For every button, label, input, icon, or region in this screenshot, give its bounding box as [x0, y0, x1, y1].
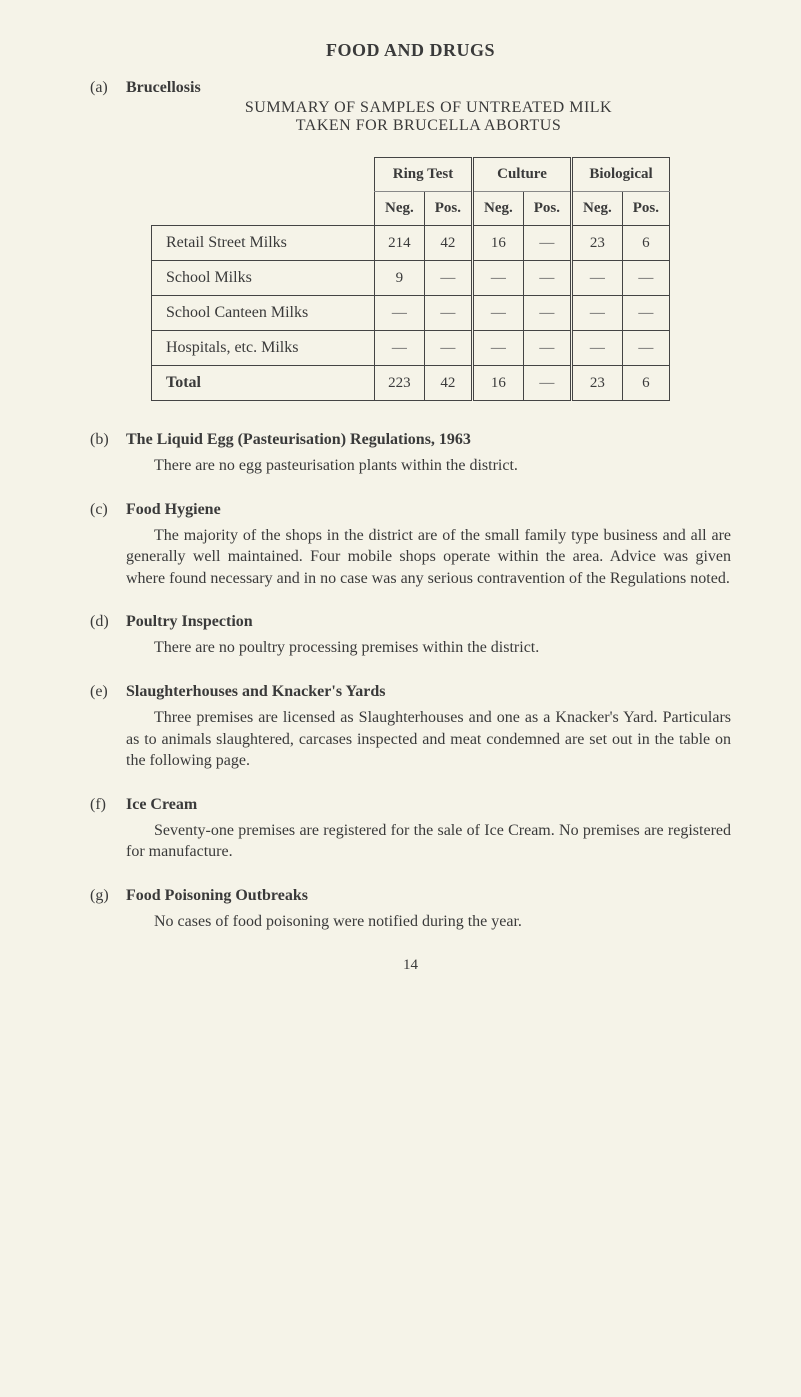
cell: — — [572, 296, 623, 331]
total-label: Total — [152, 366, 375, 401]
section-e-label: (e) — [90, 683, 126, 701]
section-f-label: (f) — [90, 796, 126, 814]
cell: — — [375, 296, 425, 331]
cell: — — [473, 331, 524, 366]
section-d-body: There are no poultry processing premises… — [126, 637, 731, 659]
cell: — — [523, 261, 571, 296]
total-cell: 42 — [424, 366, 472, 401]
cell: — — [523, 296, 571, 331]
cell: — — [622, 261, 669, 296]
section-b-label: (b) — [90, 431, 126, 449]
col-group-ring: Ring Test — [375, 158, 473, 192]
section-g-title: Food Poisoning Outbreaks — [126, 887, 308, 905]
sub-col-5: Pos. — [622, 192, 669, 226]
cell: 9 — [375, 261, 425, 296]
section-g-body: No cases of food poisoning were notified… — [126, 911, 731, 933]
header-blank2 — [152, 192, 375, 226]
table-row: Hospitals, etc. Milks — — — — — — — [152, 331, 670, 366]
header-blank — [152, 158, 375, 192]
cell: 16 — [473, 226, 524, 261]
summary-title-line1: SUMMARY OF SAMPLES OF UNTREATED MILK — [126, 99, 731, 117]
cell: — — [424, 296, 472, 331]
col-group-culture: Culture — [473, 158, 572, 192]
summary-title-line2: TAKEN FOR BRUCELLA ABORTUS — [126, 117, 731, 135]
col-group-bio: Biological — [572, 158, 670, 192]
cell: 42 — [424, 226, 472, 261]
cell: — — [622, 296, 669, 331]
section-e-head: (e) Slaughterhouses and Knacker's Yards — [90, 683, 731, 701]
section-b-head: (b) The Liquid Egg (Pasteurisation) Regu… — [90, 431, 731, 449]
cell: 6 — [622, 226, 669, 261]
total-cell: 23 — [572, 366, 623, 401]
cell: — — [424, 331, 472, 366]
row-label: Hospitals, etc. Milks — [152, 331, 375, 366]
cell: — — [424, 261, 472, 296]
table-row: School Milks 9 — — — — — — [152, 261, 670, 296]
sub-col-3: Pos. — [523, 192, 571, 226]
page-title: FOOD AND DRUGS — [90, 40, 731, 61]
cell: — — [523, 331, 571, 366]
row-label: Retail Street Milks — [152, 226, 375, 261]
table-row: School Canteen Milks — — — — — — — [152, 296, 670, 331]
section-b-body: There are no egg pasteurisation plants w… — [126, 455, 731, 477]
page-number: 14 — [90, 957, 731, 974]
section-d-title: Poultry Inspection — [126, 613, 253, 631]
table-total-row: Total 223 42 16 — 23 6 — [152, 366, 670, 401]
sub-col-0: Neg. — [375, 192, 425, 226]
cell: — — [375, 331, 425, 366]
section-c-title: Food Hygiene — [126, 501, 221, 519]
section-c-head: (c) Food Hygiene — [90, 501, 731, 519]
document-page: FOOD AND DRUGS (a) Brucellosis SUMMARY O… — [0, 0, 801, 1004]
cell: — — [473, 261, 524, 296]
cell: — — [622, 331, 669, 366]
sub-col-1: Pos. — [424, 192, 472, 226]
total-cell: 6 — [622, 366, 669, 401]
section-e-title: Slaughterhouses and Knacker's Yards — [126, 683, 385, 701]
section-d: (d) Poultry Inspection There are no poul… — [90, 613, 731, 659]
table-row: Retail Street Milks 214 42 16 — 23 6 — [152, 226, 670, 261]
section-b: (b) The Liquid Egg (Pasteurisation) Regu… — [90, 431, 731, 477]
section-e: (e) Slaughterhouses and Knacker's Yards … — [90, 683, 731, 772]
total-cell: 16 — [473, 366, 524, 401]
section-c-body: The majority of the shops in the distric… — [126, 525, 731, 590]
cell: 214 — [375, 226, 425, 261]
section-a-label: (a) — [90, 79, 126, 97]
sub-col-4: Neg. — [572, 192, 623, 226]
cell: — — [572, 331, 623, 366]
table-header-row-sub: Neg. Pos. Neg. Pos. Neg. Pos. — [152, 192, 670, 226]
sub-col-2: Neg. — [473, 192, 524, 226]
section-e-body: Three premises are licensed as Slaughter… — [126, 707, 731, 772]
total-cell: — — [523, 366, 571, 401]
section-c: (c) Food Hygiene The majority of the sho… — [90, 501, 731, 590]
section-d-label: (d) — [90, 613, 126, 631]
section-a-heading-row: (a) Brucellosis — [90, 79, 731, 97]
table-header-row-groups: Ring Test Culture Biological — [152, 158, 670, 192]
section-g-label: (g) — [90, 887, 126, 905]
section-f-title: Ice Cream — [126, 796, 197, 814]
section-g-head: (g) Food Poisoning Outbreaks — [90, 887, 731, 905]
cell: — — [473, 296, 524, 331]
section-f-head: (f) Ice Cream — [90, 796, 731, 814]
total-cell: 223 — [375, 366, 425, 401]
cell: — — [572, 261, 623, 296]
cell: — — [523, 226, 571, 261]
section-d-head: (d) Poultry Inspection — [90, 613, 731, 631]
section-f: (f) Ice Cream Seventy-one premises are r… — [90, 796, 731, 863]
section-g: (g) Food Poisoning Outbreaks No cases of… — [90, 887, 731, 933]
row-label: School Milks — [152, 261, 375, 296]
section-f-body: Seventy-one premises are registered for … — [126, 820, 731, 863]
milk-samples-table: Ring Test Culture Biological Neg. Pos. N… — [151, 157, 670, 401]
cell: 23 — [572, 226, 623, 261]
section-a-heading: Brucellosis — [126, 79, 201, 97]
section-c-label: (c) — [90, 501, 126, 519]
row-label: School Canteen Milks — [152, 296, 375, 331]
section-b-title: The Liquid Egg (Pasteurisation) Regulati… — [126, 431, 471, 449]
